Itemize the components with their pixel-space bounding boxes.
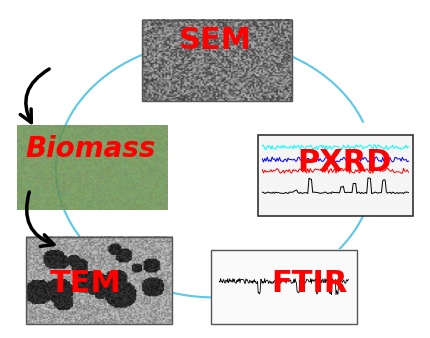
Text: TEM: TEM (50, 269, 122, 298)
Bar (211, 250, 357, 324)
Bar (258, 135, 413, 216)
Bar (26, 237, 172, 324)
Text: SEM: SEM (178, 26, 252, 55)
Text: Biomass: Biomass (25, 135, 156, 163)
Bar (142, 20, 292, 101)
Text: FTIR: FTIR (271, 269, 348, 298)
Text: PXRD: PXRD (297, 148, 391, 177)
